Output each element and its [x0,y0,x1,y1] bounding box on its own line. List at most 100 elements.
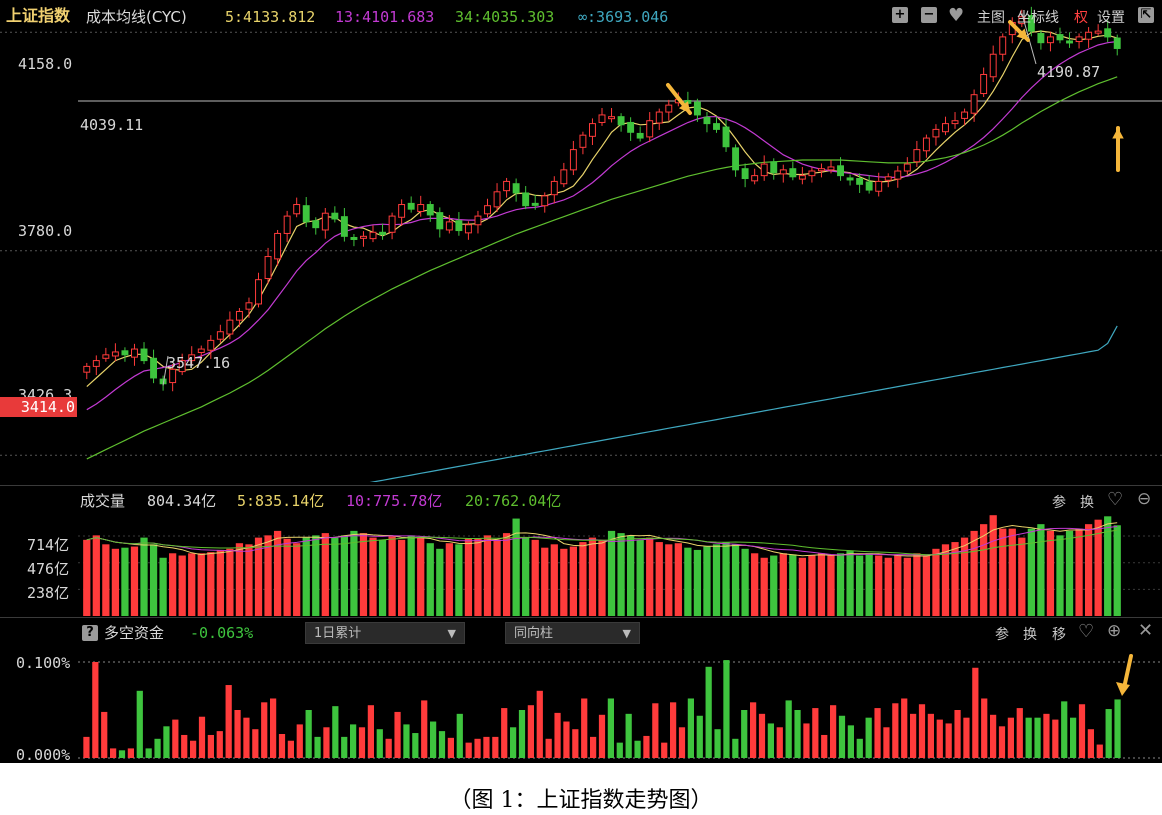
candle-body [1104,28,1112,38]
fund-swap-button[interactable]: 换 [1023,627,1037,643]
price-chart[interactable] [0,0,1162,482]
fund-close-icon[interactable]: ✕ [1138,620,1154,641]
chart-stage: 上证指数 成本均线(CYC) 5:4133.812 13:4101.683 34… [0,0,1162,763]
volume-bar [407,535,415,616]
volume-bar [398,539,406,616]
plus-icon[interactable]: + [892,7,908,23]
candle-body [1046,36,1054,44]
candle-body [331,212,339,220]
fund-bar [901,698,908,758]
fund-param-button[interactable]: 参 [995,627,1009,643]
fund-bar [758,713,766,758]
volume-zoom-out-icon[interactable]: ⊖ [1137,489,1152,509]
fund-bar [190,740,197,758]
candle-body [169,368,177,384]
candle-body [837,165,844,177]
volume-bar [789,554,797,616]
low-price-marker: 3547.16 [167,354,231,372]
fund-bar [314,736,321,758]
volume-swap-button[interactable]: 换 [1080,495,1094,511]
volume-bar [598,539,606,616]
volume-bar [1104,516,1112,616]
callout-arrow [1116,654,1133,696]
fund-bar [1087,729,1094,758]
minus-icon[interactable]: − [921,7,937,23]
volume-chart[interactable] [0,486,1162,616]
fund-bar [785,700,792,758]
candle-body [894,170,902,180]
hline-label: 4039.11 [80,116,144,134]
volume-bar [197,553,205,616]
axis-lines-toggle[interactable]: 坐标线 [1017,10,1059,26]
volume-ma10: 10:775.78亿 [346,492,443,510]
help-icon[interactable]: ? [82,625,98,641]
volume-tick-238: 238亿 [27,584,70,602]
rights-toggle[interactable]: 权 [1074,10,1088,26]
candle-body [713,123,720,130]
candle-body [636,132,644,139]
fund-bar [625,713,632,758]
fund-bar [163,726,170,758]
expand-icon[interactable]: ⇱ [1138,7,1154,23]
fund-bar [527,705,534,758]
bar-mode-dropdown[interactable]: 同向柱 ▼ [505,622,640,644]
candle-body [216,331,224,340]
fund-bar [856,738,863,758]
fund-bar [634,740,641,758]
fund-bar [590,736,597,758]
candle-body [1075,36,1083,43]
accum-dropdown[interactable]: 1日累计 ▼ [305,622,465,644]
ma-line [86,76,1118,460]
fund-bar [821,734,828,758]
volume-bar [483,535,492,616]
candle-body [188,354,196,362]
candle-body [922,137,930,152]
fund-bar [954,710,961,758]
callout-arrow [666,83,692,115]
candle-body [550,180,558,196]
callout-arrow-shaft [1122,654,1133,690]
fund-bar [376,729,383,758]
volume-bar [130,546,139,616]
volume-bar [140,537,148,616]
volume-bar [216,549,224,616]
fund-bar [714,729,721,758]
volume-tick-714: 714亿 [27,536,70,554]
fund-bar [705,666,712,758]
candle-body [970,94,978,114]
candle-body [732,147,740,171]
fund-heart-icon[interactable]: ♡ [1078,621,1095,642]
candle-body [340,216,348,237]
candle-body [503,180,511,192]
heart-icon[interactable]: ♥ [948,5,965,26]
callout-arrow [1008,20,1030,42]
volume-bar [808,555,816,616]
main-chart-toggle[interactable]: 主图 [977,10,1005,26]
volume-ma-line [86,522,1118,557]
ma-line [86,30,1118,388]
figure-caption: （图 1：上证指数走势图） [449,788,713,813]
fund-zoom-in-icon[interactable]: ⊕ [1107,621,1122,641]
volume-bar [474,538,482,616]
volume-bar [464,538,473,616]
volume-param-button[interactable]: 参 [1052,495,1066,511]
candle-body [245,302,253,310]
fund-bar [385,738,392,758]
candle-body [302,205,310,223]
candle-body [789,168,797,178]
fund-bar [252,729,259,758]
volume-bar [655,542,663,616]
fund-bar [803,723,810,758]
volume-bar [302,537,310,616]
candle-body [760,163,768,177]
settings-button[interactable]: 设置 [1097,10,1125,26]
fund-move-button[interactable]: 移 [1052,627,1066,643]
volume-bar [703,546,711,616]
volume-heart-icon[interactable]: ♡ [1107,489,1124,510]
fund-bar [510,727,517,758]
fund-bar [696,715,703,758]
candle-body [693,101,701,116]
fund-chart[interactable] [0,620,1162,760]
candle-body [1094,30,1102,34]
fund-bar [812,708,819,758]
